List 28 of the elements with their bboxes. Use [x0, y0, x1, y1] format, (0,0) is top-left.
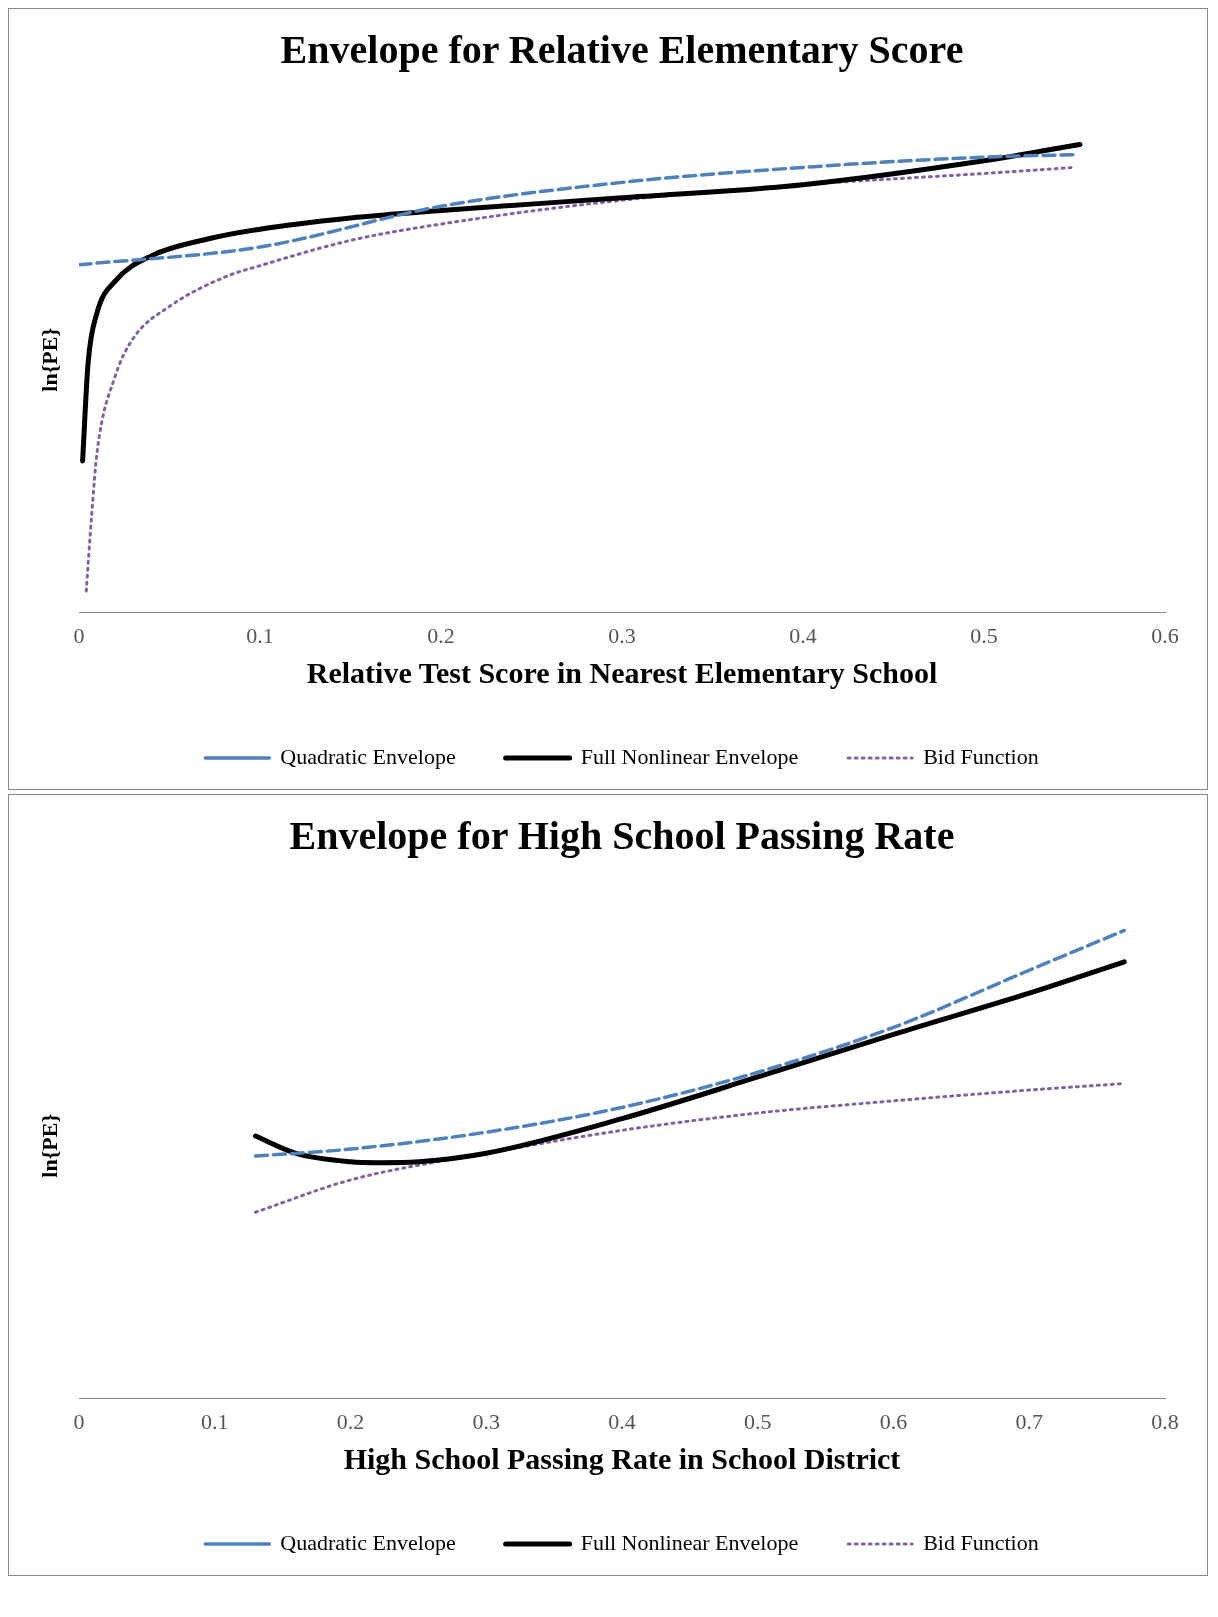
- x-tick-label: 0.4: [608, 1408, 636, 1434]
- x-tick-label: 0.2: [427, 622, 455, 648]
- chart-title: Envelope for Relative Elementary Score: [280, 27, 964, 73]
- x-tick-label: 0.6: [1151, 622, 1179, 648]
- x-tick-label: 0.6: [879, 1408, 908, 1434]
- y-axis-title: ln{PE}: [36, 1113, 62, 1178]
- x-axis-title: Relative Test Score in Nearest Elementary School: [306, 655, 938, 689]
- x-axis-title: High School Passing Rate in School District: [343, 1441, 901, 1475]
- x-tick-label: 0.8: [1151, 1408, 1179, 1434]
- y-axis-title: ln{PE}: [36, 327, 62, 392]
- legend-label: Full Nonlinear Envelope: [580, 1529, 799, 1555]
- x-tick-label: 0.5: [744, 1408, 772, 1434]
- x-tick-label: 0.1: [201, 1408, 229, 1434]
- x-tick-label: 0.5: [970, 622, 998, 648]
- x-tick-label: 0.4: [789, 622, 817, 648]
- legend-label: Quadratic Envelope: [280, 743, 456, 769]
- x-tick-label: 0.1: [246, 622, 274, 648]
- legend-label: Quadratic Envelope: [280, 1529, 456, 1555]
- x-tick-label: 0.3: [472, 1408, 500, 1434]
- chart-title: Envelope for High School Passing Rate: [289, 813, 955, 859]
- x-tick-label: 0.7: [1015, 1408, 1043, 1434]
- x-tick-label: 0: [73, 622, 85, 648]
- x-tick-label: 0: [73, 1408, 85, 1434]
- legend-label: Full Nonlinear Envelope: [580, 743, 799, 769]
- legend-label: Bid Function: [923, 1529, 1039, 1555]
- x-tick-label: 0.2: [336, 1408, 365, 1434]
- x-tick-label: 0.3: [608, 622, 636, 648]
- legend-label: Bid Function: [923, 743, 1039, 769]
